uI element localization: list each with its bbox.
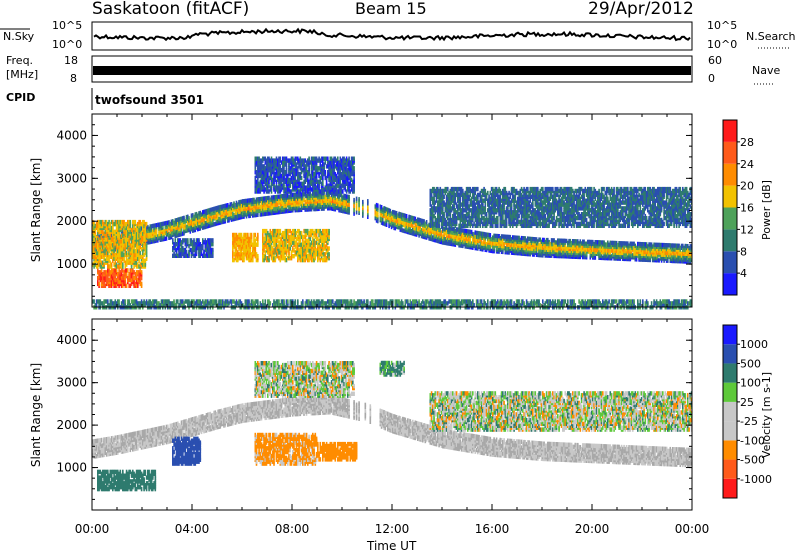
range-cell — [367, 205, 369, 209]
range-cell — [123, 257, 125, 261]
range-cell — [113, 249, 115, 253]
range-cell — [290, 246, 292, 250]
range-cell — [101, 268, 103, 272]
range-cell — [288, 250, 290, 254]
range-cell — [146, 233, 148, 237]
range-cell — [251, 233, 253, 237]
range-cell — [255, 248, 257, 252]
range-cell — [406, 214, 408, 218]
range-cell — [301, 231, 303, 235]
range-cell — [257, 254, 259, 258]
range-cell — [146, 253, 148, 257]
range-cell — [128, 239, 130, 243]
freq-left-tick-top: 18 — [64, 54, 78, 67]
range-cell — [667, 259, 669, 263]
range-cell — [141, 282, 143, 286]
noise-left-tick-top: 10^5 — [52, 19, 82, 32]
frequency-panel: Freq. [MHz] 18 8 60 0 Nave — [6, 54, 780, 85]
range-cell — [377, 213, 379, 217]
beam-title: Beam 15 — [355, 0, 427, 18]
range-cell — [595, 255, 597, 259]
range-cell — [268, 258, 270, 262]
range-cell — [353, 198, 355, 202]
range-cell — [356, 197, 358, 201]
range-cell — [116, 268, 118, 272]
range-cell — [257, 241, 259, 245]
range-cell — [118, 235, 120, 239]
range-cell — [126, 284, 128, 288]
range-cell — [348, 206, 350, 210]
range-cell — [490, 233, 492, 237]
noise-right-label: N.Search — [746, 30, 796, 43]
range-cell — [127, 268, 129, 272]
range-cell — [367, 199, 369, 203]
noise-left-label: N.Sky — [3, 30, 35, 43]
range-cell — [122, 262, 124, 266]
range-cell — [247, 233, 249, 237]
noise-panel: N.Sky 10^5 10^0 10^5 10^0 N.Search — [0, 19, 796, 51]
range-cell — [138, 259, 140, 263]
cpid-value: twofsound 3501 — [95, 93, 204, 107]
range-cell — [243, 258, 245, 262]
frequency-trace — [93, 66, 691, 75]
range-cell — [166, 236, 168, 240]
range-cell — [636, 257, 638, 261]
range-cell — [241, 233, 243, 237]
range-cell — [101, 235, 103, 239]
range-cell — [141, 270, 143, 274]
freq-right-tick-bottom: 0 — [708, 72, 715, 85]
range-cell — [118, 232, 120, 236]
noise-trace — [94, 29, 690, 40]
freq-left-tick-bottom: 8 — [70, 72, 77, 85]
range-cell — [141, 276, 143, 280]
range-cell — [111, 262, 113, 266]
noise-right-tick-bottom: 10^0 — [707, 38, 737, 51]
range-cell — [348, 195, 350, 199]
range-cell — [280, 229, 282, 233]
range-cell — [146, 243, 148, 247]
freq-left-label-1: Freq. — [6, 54, 33, 67]
range-cell — [377, 203, 379, 207]
range-cell — [348, 203, 350, 207]
range-cell — [146, 222, 148, 226]
noise-left-tick-bottom: 10^0 — [52, 38, 82, 51]
freq-left-label-2: [MHz] — [6, 68, 38, 81]
range-cell — [362, 200, 364, 204]
station-title: Saskatoon (fitACF) — [92, 0, 249, 19]
range-cell — [140, 228, 142, 232]
range-cell — [125, 280, 127, 284]
range-cell — [93, 237, 95, 241]
range-cell — [140, 251, 142, 255]
nave-label: Nave — [752, 64, 780, 77]
range-cell — [130, 220, 132, 224]
range-cell — [356, 210, 358, 214]
noise-right-tick-top: 10^5 — [707, 19, 737, 32]
range-cell — [426, 220, 428, 224]
date-title: 29/Apr/2012 — [588, 0, 694, 19]
cpid-panel: CPID twofsound 3501 — [6, 88, 204, 110]
range-cell — [98, 282, 100, 286]
range-cell — [257, 233, 259, 237]
range-cell — [358, 197, 360, 201]
range-cell — [255, 233, 257, 237]
range-cell — [252, 258, 254, 262]
range-cell — [145, 230, 147, 234]
range-cell — [135, 220, 137, 224]
range-cell — [126, 272, 128, 276]
scatter-cells — [92, 157, 692, 310]
range-cell — [386, 223, 388, 227]
range-cell — [146, 249, 148, 253]
cpid-label: CPID — [6, 91, 35, 104]
freq-right-tick-top: 60 — [708, 54, 722, 67]
radar-summary-plot: Saskatoon (fitACF) Beam 15 29/Apr/2012 N… — [0, 0, 800, 554]
